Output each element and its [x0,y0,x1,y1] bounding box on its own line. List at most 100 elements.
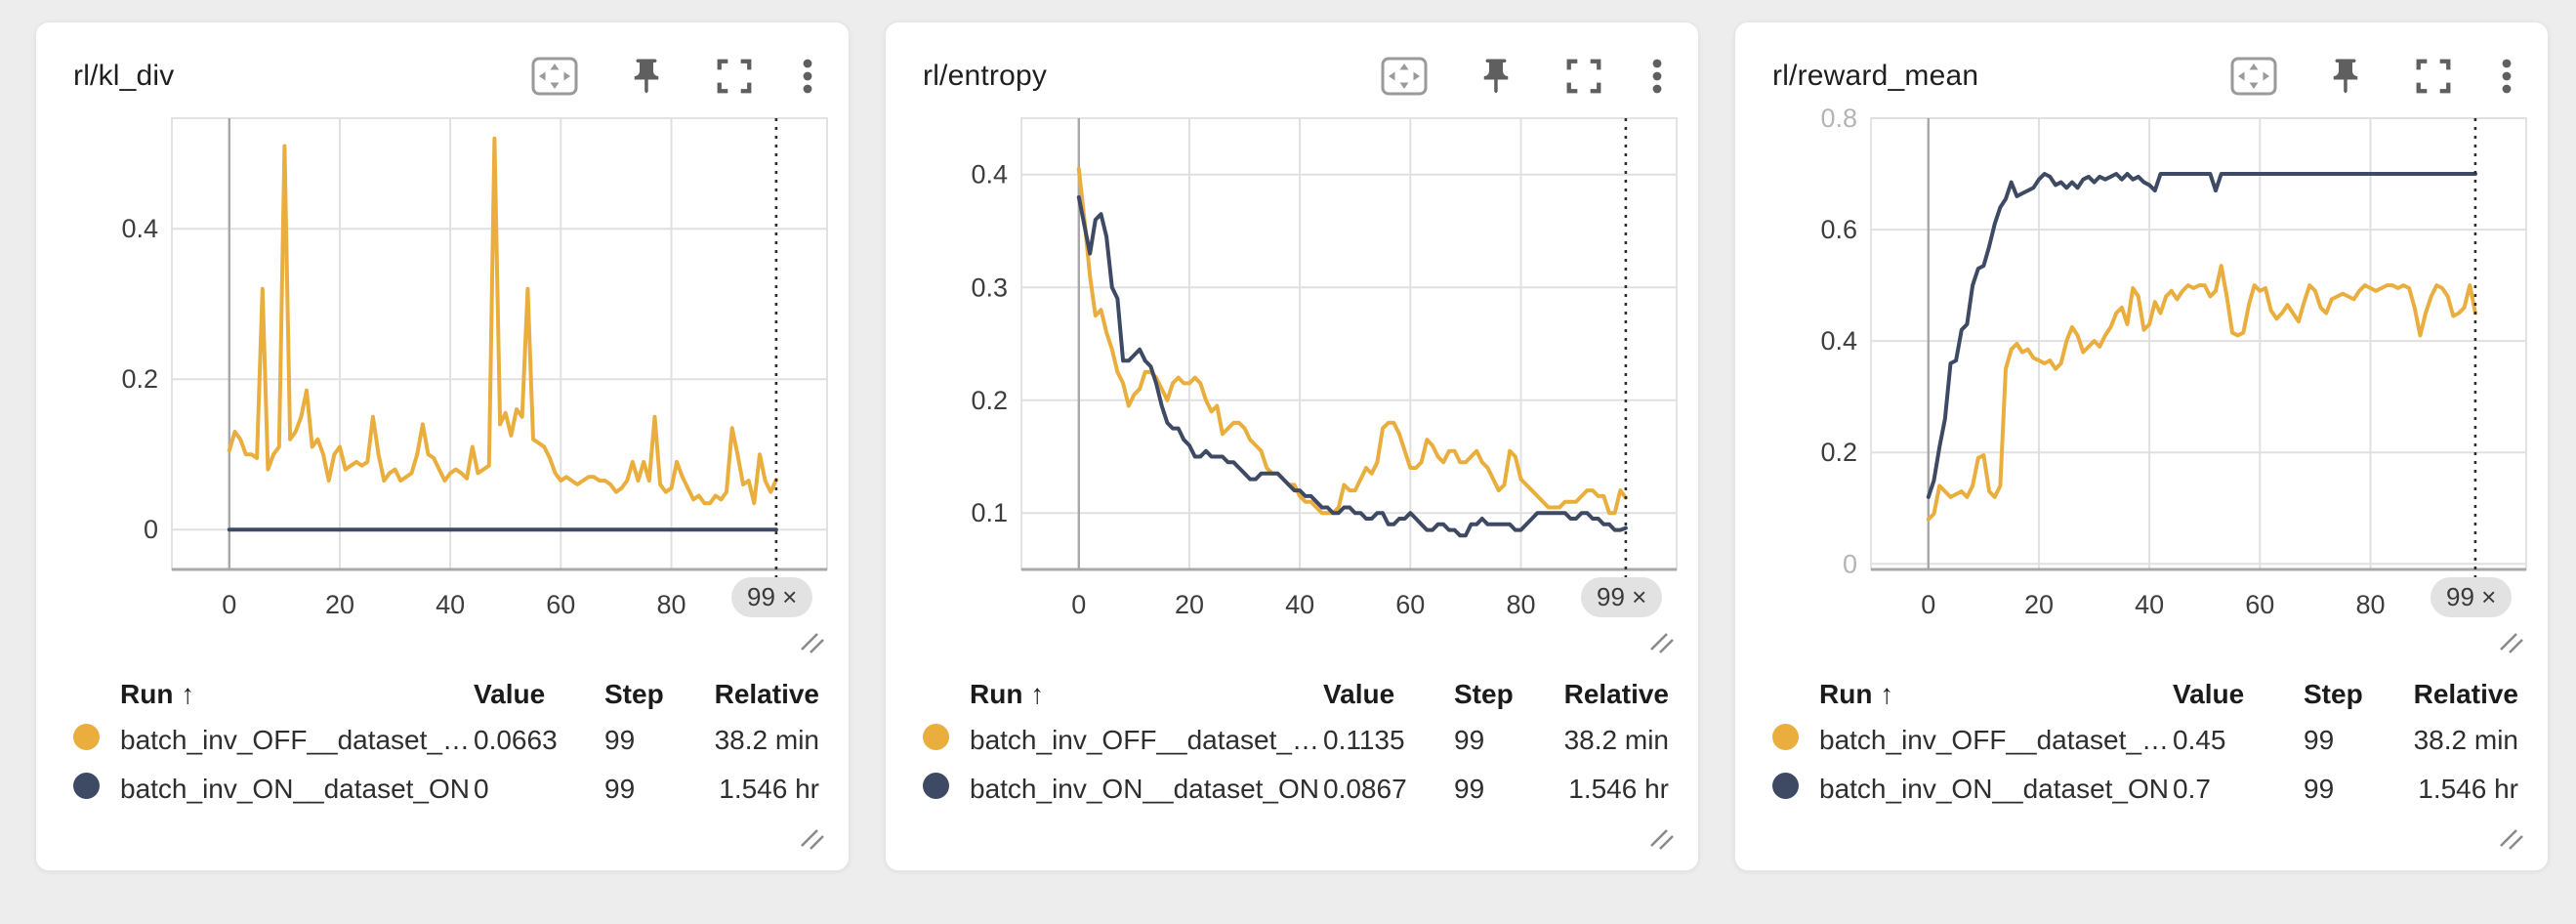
y-tick-label-faint: 0.8 [1820,105,1857,133]
run-name[interactable]: batch_inv_ON__dataset_ON [120,774,470,804]
panel-header: rl/reward_mean [1735,22,2548,101]
run-step: 99 [1454,774,1485,804]
kebab-menu-icon[interactable] [2501,56,2513,97]
run-step: 99 [604,774,636,804]
kebab-menu-icon[interactable] [802,56,813,97]
x-tick-label: 20 [1175,590,1204,619]
run-name[interactable]: batch_inv_OFF__dataset_ON [970,725,1323,755]
series-line-0 [1926,264,2477,522]
run-value: 0.1135 [1323,725,1405,755]
legend-row: batch_inv_OFF__dataset_ON 0.45 99 38.2 m… [1772,716,2518,765]
series-line-0 [1076,167,1628,516]
panel-title: rl/kl_div [73,60,175,92]
panel-header: rl/entropy [886,22,1698,101]
pin-icon[interactable] [2325,56,2366,97]
panel-rl-entropy: rl/entropy 0.1 0.2 0.3 0.4 0 20 40 60 80 99 × Ru… [885,21,1699,871]
panel-header: rl/kl_div [36,22,849,101]
step-marker-badge[interactable]: 99 × [2431,577,2513,617]
panel-rl-reward-mean: rl/reward_mean 0.2 0.4 0.6 0 0.8 0 20 40 60 80 99… [1734,21,2549,871]
legend-header-relative[interactable]: Relative [2413,679,2518,709]
y-tick-label: 0.2 [121,364,158,394]
run-color-dot[interactable] [1772,773,1799,799]
panel-rl-kl-div: rl/kl_div 0 0.2 0.4 0 20 40 60 80 99 × Run ↑ [35,21,850,871]
run-value: 0.0663 [474,725,558,755]
pan-zoom-icon[interactable] [2229,56,2278,97]
x-tick-label: 20 [325,590,354,619]
legend-table: Run ↑ Value Step Relative batch_inv_OFF_… [1735,669,2548,814]
legend-header-value[interactable]: Value [2173,679,2245,709]
fullscreen-icon[interactable] [2413,56,2454,97]
run-color-dot[interactable] [923,724,949,750]
x-tick-label: 60 [2245,590,2274,619]
run-name[interactable]: batch_inv_OFF__dataset_ON [1819,725,2173,755]
step-marker-badge[interactable]: 99 × [731,577,813,617]
run-relative: 38.2 min [714,725,819,755]
series-line-0 [227,136,778,506]
resize-handle-icon[interactable] [2499,632,2524,660]
run-color-dot[interactable] [1772,724,1799,750]
run-step: 99 [1454,725,1485,755]
chart-area: 0.2 0.4 0.6 0 0.8 0 20 40 60 80 99 × [1735,105,2548,669]
run-color-dot[interactable] [923,773,949,799]
run-relative: 1.546 hr [2418,774,2518,804]
plot-frame [1870,117,2527,570]
x-tick-label: 40 [436,590,465,619]
run-value: 0.45 [2173,725,2226,755]
kebab-menu-icon[interactable] [1651,56,1663,97]
run-relative: 38.2 min [2413,725,2518,755]
legend-header-relative[interactable]: Relative [1563,679,1669,709]
run-name[interactable]: batch_inv_OFF__dataset_ON [120,725,474,755]
run-step: 99 [2304,774,2335,804]
run-color-dot[interactable] [73,724,100,750]
legend-row: batch_inv_ON__dataset_ON 0.0867 99 1.546… [923,765,1669,814]
fullscreen-icon[interactable] [714,56,755,97]
legend-table: Run ↑ Value Step Relative batch_inv_OFF_… [36,669,849,814]
resize-handle-icon[interactable] [800,632,825,660]
run-value: 0.0867 [1323,774,1407,804]
run-step: 99 [604,725,636,755]
legend-header-step[interactable]: Step [1454,679,1514,709]
x-tick-label: 0 [1921,590,1935,619]
x-tick-label: 20 [2024,590,2054,619]
resize-handle-icon[interactable] [1649,632,1675,660]
legend-row: batch_inv_OFF__dataset_ON 0.1135 99 38.2… [923,716,1669,765]
y-tick-label: 0.6 [1820,215,1857,244]
step-marker-badge[interactable]: 99 × [1581,577,1663,617]
x-tick-label: 60 [546,590,575,619]
legend-header-step[interactable]: Step [604,679,664,709]
legend-header-value[interactable]: Value [474,679,546,709]
run-step: 99 [2304,725,2335,755]
run-name[interactable]: batch_inv_ON__dataset_ON [970,774,1319,804]
x-tick-label: 80 [656,590,686,619]
pin-icon[interactable] [626,56,667,97]
y-tick-label: 0.3 [971,273,1008,302]
pan-zoom-icon[interactable] [1380,56,1429,97]
line-chart[interactable]: 0 0.2 0.4 0 20 40 60 80 [36,105,851,651]
legend-header-row: Run ↑ Value Step Relative [1772,673,2518,716]
run-name[interactable]: batch_inv_ON__dataset_ON [1819,774,2169,804]
legend-row: batch_inv_ON__dataset_ON 0 99 1.546 hr [73,765,819,814]
legend-header-run[interactable]: Run ↑ [970,679,1045,709]
x-tick-label: 40 [2135,590,2164,619]
x-tick-label: 80 [1506,590,1535,619]
fullscreen-icon[interactable] [1563,56,1604,97]
run-color-dot[interactable] [73,773,100,799]
resize-handle-icon[interactable] [800,828,825,857]
line-chart[interactable]: 0.2 0.4 0.6 0 0.8 0 20 40 60 80 [1735,105,2550,651]
x-tick-label: 60 [1395,590,1425,619]
pin-icon[interactable] [1475,56,1517,97]
legend-header-run[interactable]: Run ↑ [1819,679,1894,709]
resize-handle-icon[interactable] [2499,828,2524,857]
legend-header-step[interactable]: Step [2304,679,2363,709]
legend-header-run[interactable]: Run ↑ [120,679,195,709]
run-value: 0.7 [2173,774,2211,804]
pan-zoom-icon[interactable] [530,56,579,97]
line-chart[interactable]: 0.1 0.2 0.3 0.4 0 20 40 60 80 [886,105,1700,651]
panel-title: rl/entropy [923,60,1048,92]
resize-handle-icon[interactable] [1649,828,1675,857]
legend-header-row: Run ↑ Value Step Relative [73,673,819,716]
legend-header-value[interactable]: Value [1323,679,1395,709]
x-tick-label: 0 [222,590,236,619]
legend-header-relative[interactable]: Relative [714,679,819,709]
